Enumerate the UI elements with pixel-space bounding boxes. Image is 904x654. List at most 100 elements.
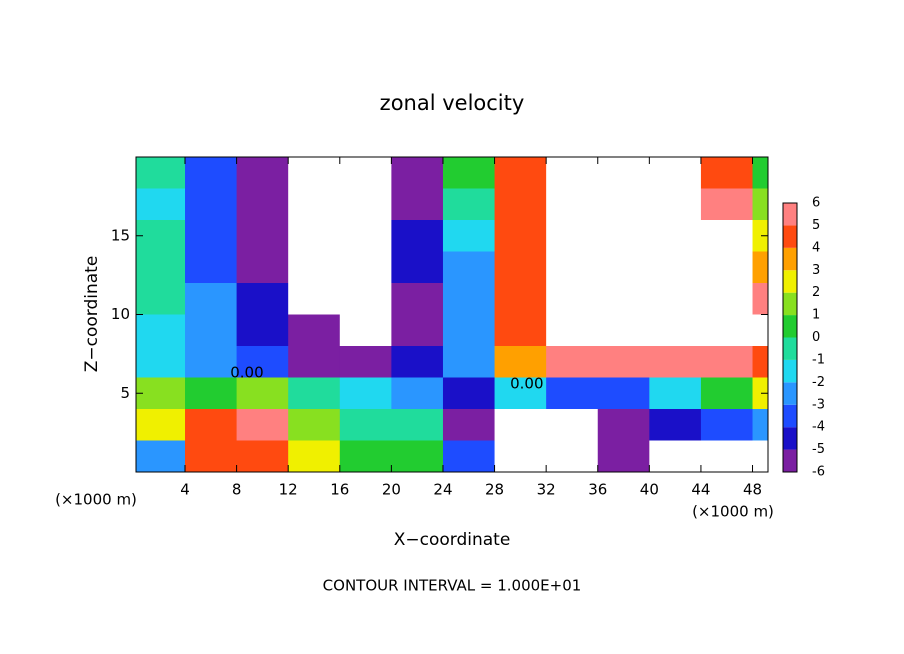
field-cell [752,188,768,221]
field-cell [494,220,547,252]
x-tick-label: 12 [279,481,298,499]
field-cell [752,251,768,284]
field-cell [442,314,496,347]
field-cell [236,220,289,252]
field-cell [236,157,289,189]
field-cell [649,346,702,378]
field-cell [700,188,754,221]
colorbar-frame [782,202,798,473]
field-cell [136,346,186,378]
field-cell [442,188,496,221]
field-cell [494,377,547,410]
field-cell [288,377,341,410]
x-tick-label: 8 [232,481,242,499]
field-cell [288,157,341,189]
colorbar-label: 1 [812,308,820,323]
field-cell [546,220,599,252]
colorbar-band [783,382,797,405]
y-axis-label: Z−coordinate [82,256,102,373]
field-cell [236,314,289,347]
x-tick-label: 16 [330,481,349,499]
plot-frame [135,156,769,473]
field-cell [597,314,650,347]
field-cell [339,346,392,378]
field-cell [136,188,186,221]
field-cell [391,377,444,410]
field-cell [442,409,496,441]
field-cell [136,377,186,410]
field-cell [339,377,392,410]
field-cell [339,440,392,472]
colorbar-label: -4 [812,420,825,435]
field-cell [649,220,702,252]
x-tick-label: 20 [382,481,401,499]
field-cell [494,440,547,472]
field [136,157,768,472]
colorbar-label: 5 [812,218,820,233]
field-cell [494,157,547,189]
colorbar-label: 2 [812,285,820,300]
colorbar-label: 0 [812,330,820,345]
field-cell [288,440,341,472]
field-cell [494,283,547,315]
field-cell [649,283,702,315]
field-cell [597,377,650,410]
colorbar-band [783,225,797,248]
colorbar-label: -2 [812,375,825,390]
field-cell [494,188,547,221]
field-cell [752,346,768,378]
field-cell [136,220,186,252]
field-cell [700,440,754,472]
field-cell [442,157,496,189]
field-cell [288,220,341,252]
x-unit-right: (×1000 m) [692,503,774,521]
field-cell [546,440,599,472]
field-cell [752,314,768,347]
field-cell [597,157,650,189]
field-cell [700,157,754,189]
x-tick-label: 40 [640,481,659,499]
field-cell [236,409,289,441]
field-cell [649,314,702,347]
x-tick-label: 24 [433,481,452,499]
chart-title: zonal velocity [380,91,525,115]
field-cell [597,283,650,315]
colorbar-label: -5 [812,442,825,457]
field-cell [136,251,186,284]
field-cell [597,346,650,378]
colorbar-band [783,270,797,293]
field-cell [494,409,547,441]
field-cell [649,377,702,410]
field-cell [391,251,444,284]
field-cell [494,314,547,347]
field-cell [700,377,754,410]
field-cell [546,188,599,221]
colorbar-label: -6 [812,465,825,480]
field-cell [442,377,496,410]
field-cell [236,283,289,315]
field-cell [700,346,754,378]
field-cell [236,251,289,284]
field-cell [391,314,444,347]
field-cell [494,251,547,284]
x-unit-left: (×1000 m) [55,491,137,509]
y-tick-label: 15 [111,226,130,244]
field-cell [136,314,186,347]
field-cell [442,251,496,284]
field-cell [700,409,754,441]
field-cell [391,283,444,315]
y-tick-label: 10 [111,305,130,323]
field-cell [288,409,341,441]
field-cell [546,377,599,410]
field-cell [339,314,392,347]
colorbar-label: 3 [812,263,820,278]
field-cell [339,283,392,315]
x-tick-label: 28 [485,481,504,499]
colorbar-label: -3 [812,397,825,412]
field-cell [442,440,496,472]
field-cell [288,283,341,315]
field-cell [236,440,289,472]
colorbar-label: -1 [812,352,825,367]
field-cell [185,377,238,410]
